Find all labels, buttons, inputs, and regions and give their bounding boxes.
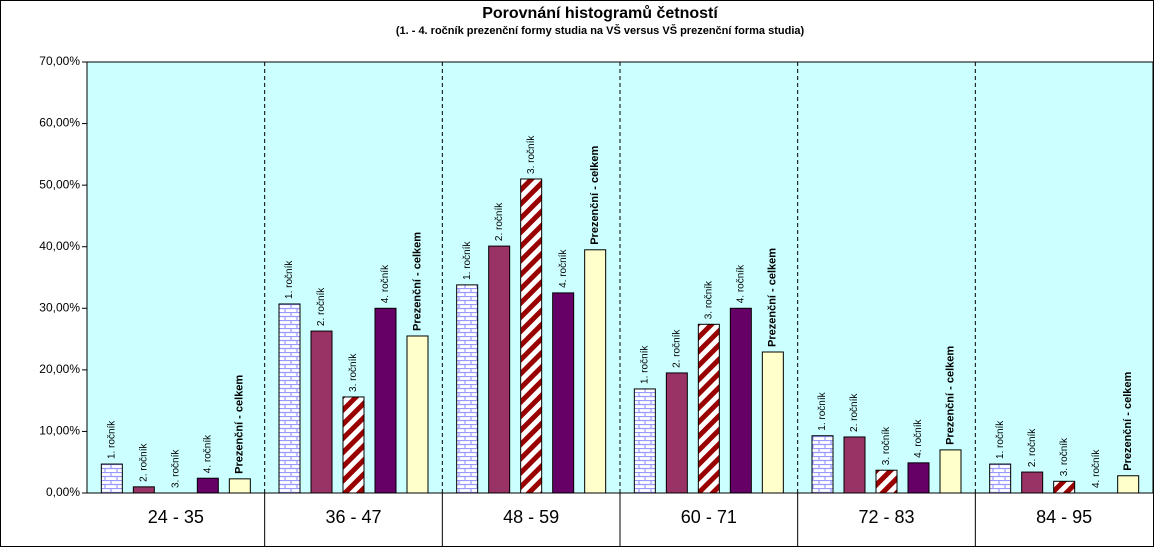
bar [552, 292, 575, 494]
y-tick-label: 20,00% [39, 362, 80, 376]
y-tick-label: 40,00% [39, 239, 80, 253]
bar [1053, 480, 1076, 494]
bar-label: 3. ročník [1059, 437, 1070, 476]
bar-label: 3. ročník [348, 353, 359, 392]
bar-label: 2. ročník [1027, 428, 1038, 467]
bar-label: 1. ročník [106, 420, 117, 459]
chart-title: Porovnání histogramů četností [482, 5, 718, 22]
bar [100, 463, 123, 494]
bar [342, 396, 365, 494]
bar [406, 335, 429, 494]
y-tick-label: 10,00% [39, 424, 80, 438]
bar-label: 4. ročník [558, 249, 569, 288]
bar-label: Prezenční - celkem [589, 146, 601, 245]
bar [697, 323, 720, 494]
chart-subtitle: (1. - 4. ročník prezenční formy studia n… [396, 24, 805, 37]
bar [989, 463, 1012, 494]
bar [875, 469, 898, 494]
x-tick-label: 36 - 47 [325, 507, 381, 527]
bar [374, 307, 397, 494]
x-tick-label: 60 - 71 [681, 507, 737, 527]
y-tick-label: 30,00% [39, 300, 80, 314]
bar [811, 435, 834, 494]
bar [1021, 471, 1044, 494]
bar [1117, 475, 1140, 494]
bar [729, 307, 752, 494]
bar [456, 284, 479, 494]
bar-label: 3. ročník [881, 426, 892, 465]
bar-label: Prezenční - celkem [767, 248, 779, 347]
x-tick-label: 24 - 35 [148, 507, 204, 527]
bar [228, 478, 251, 494]
bar-label: 3. ročník [170, 449, 181, 488]
bar [761, 351, 784, 494]
bar-label: 1. ročník [639, 345, 650, 384]
y-tick-label: 70,00% [39, 54, 80, 68]
bar-label: 3. ročník [703, 280, 714, 319]
x-tick-label: 72 - 83 [858, 507, 914, 527]
bar [939, 449, 962, 494]
bar-label: Prezenční - celkem [944, 346, 956, 445]
bar [665, 372, 688, 494]
x-tick-label: 84 - 95 [1036, 507, 1092, 527]
bar-label: 4. ročník [913, 418, 924, 457]
bar-label: 4. ročník [1091, 449, 1102, 488]
bar-label: 2. ročník [849, 393, 860, 432]
bar [843, 436, 866, 494]
bar [488, 245, 511, 494]
bar-label: 2. ročník [494, 202, 505, 241]
bar [907, 462, 930, 494]
bar [584, 249, 607, 494]
y-tick-label: 50,00% [39, 177, 80, 191]
x-tick-label: 48 - 59 [503, 507, 559, 527]
bar-label: 1. ročník [284, 260, 295, 299]
bar [633, 388, 656, 494]
bar-label: 1. ročník [817, 391, 828, 430]
bar-label: 2. ročník [671, 329, 682, 368]
bar-label: 3. ročník [526, 135, 537, 174]
bar-label: Prezenční - celkem [411, 232, 423, 331]
bar-label: 1. ročník [995, 420, 1006, 459]
bar-label: 2. ročník [316, 287, 327, 326]
bar-label: 4. ročník [380, 264, 391, 303]
bar-label: 1. ročník [462, 241, 473, 280]
bar [132, 486, 155, 494]
bar [520, 178, 543, 494]
bar [196, 477, 219, 494]
bar [310, 330, 333, 494]
bar-label: Prezenční - celkem [1122, 371, 1134, 470]
bar-label: 4. ročník [735, 264, 746, 303]
bar [278, 303, 301, 494]
y-tick-label: 60,00% [39, 116, 80, 130]
bar-label: 2. ročník [138, 442, 149, 481]
bar-label: 4. ročník [202, 434, 213, 473]
y-tick-label: 0,00% [46, 485, 80, 499]
bar-label: Prezenční - celkem [234, 375, 246, 474]
